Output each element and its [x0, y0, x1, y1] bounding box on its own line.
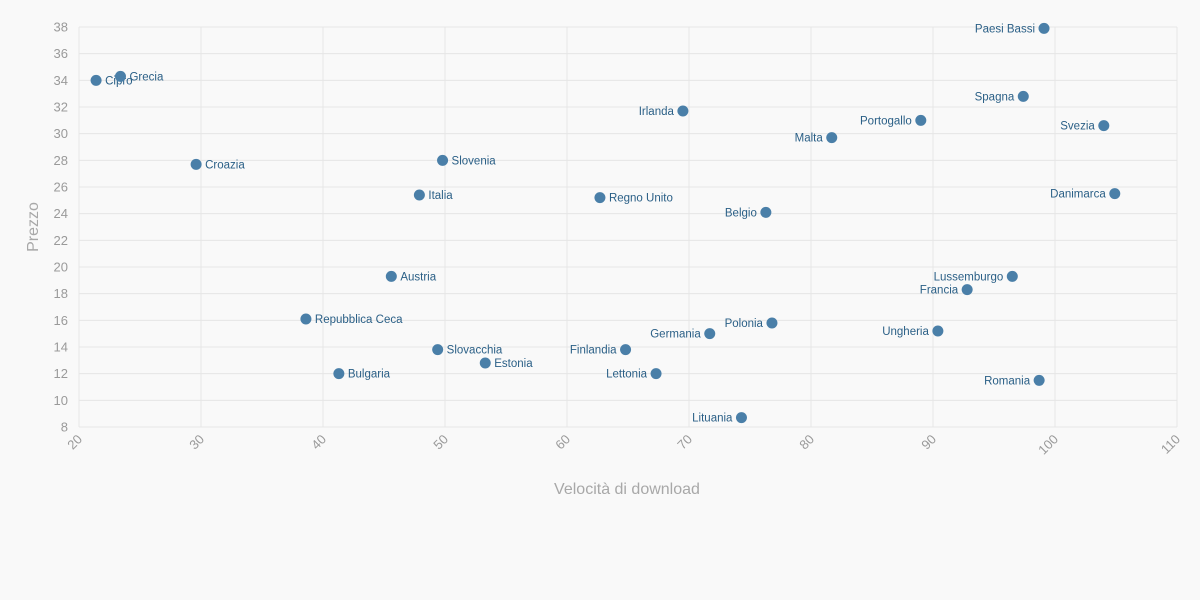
- x-tick-label: 110: [1158, 432, 1183, 457]
- y-tick-label: 36: [54, 46, 68, 61]
- y-tick-label: 8: [61, 420, 68, 435]
- data-point-label: Italia: [428, 190, 453, 202]
- data-point[interactable]: [704, 328, 716, 340]
- x-tick-label: 90: [918, 432, 939, 453]
- y-tick-label: 24: [54, 206, 68, 221]
- data-point[interactable]: [594, 192, 606, 204]
- x-tick-label: 30: [186, 432, 207, 453]
- data-point-label: Finlandia: [570, 345, 617, 357]
- data-point-label: Irlanda: [639, 106, 675, 118]
- data-point-label: Repubblica Ceca: [315, 314, 403, 326]
- data-point[interactable]: [766, 317, 778, 329]
- data-point-label: Francia: [920, 285, 959, 297]
- x-axis-title: Velocità di download: [554, 481, 700, 498]
- data-point[interactable]: [190, 158, 202, 170]
- data-point[interactable]: [437, 154, 449, 166]
- y-tick-label: 32: [54, 100, 68, 115]
- data-point[interactable]: [1006, 270, 1018, 282]
- data-point[interactable]: [90, 74, 102, 86]
- y-tick-label: 28: [54, 153, 68, 168]
- data-point-label: Estonia: [494, 358, 533, 370]
- axis-layer: 8 10 12 14 16 18 20 22 24 26 28 30 32 34 36 38 20 30 40 50 6…: [54, 20, 1184, 458]
- x-tick-label: 40: [308, 432, 329, 453]
- data-point[interactable]: [432, 344, 444, 356]
- data-point[interactable]: [413, 189, 425, 201]
- data-point[interactable]: [114, 70, 126, 82]
- data-point[interactable]: [385, 270, 397, 282]
- data-point[interactable]: [650, 368, 662, 380]
- data-point-label: Malta: [795, 133, 824, 145]
- data-point-label: Slovacchia: [447, 345, 503, 357]
- data-point[interactable]: [1098, 120, 1110, 132]
- data-point-label: Belgio: [725, 207, 757, 219]
- data-point-label: Svezia: [1060, 121, 1095, 133]
- y-tick-label: 22: [54, 233, 68, 248]
- data-point[interactable]: [932, 325, 944, 337]
- data-point-label: Croazia: [205, 159, 245, 171]
- data-point-label: Spagna: [975, 91, 1015, 103]
- data-point[interactable]: [677, 105, 689, 117]
- data-point-label: Lettonia: [606, 369, 648, 381]
- data-point[interactable]: [1033, 374, 1045, 386]
- x-tick-label: 100: [1035, 432, 1061, 458]
- y-tick-label: 14: [54, 340, 68, 355]
- y-tick-label: 10: [54, 393, 68, 408]
- data-point-label: Regno Unito: [609, 193, 673, 205]
- point-layer: Paesi BassiCiproGreciaSpagnaIrlandaPorto…: [90, 22, 1121, 425]
- data-point[interactable]: [620, 344, 632, 356]
- y-tick-label: 12: [54, 366, 68, 381]
- data-point-label: Ungheria: [882, 326, 929, 338]
- data-point[interactable]: [300, 313, 312, 325]
- x-tick-label: 70: [674, 432, 695, 453]
- data-point-label: Lussemburgo: [934, 271, 1004, 283]
- data-point[interactable]: [1109, 188, 1121, 200]
- data-point-label: Paesi Bassi: [975, 23, 1035, 35]
- x-tick-label: 60: [552, 432, 573, 453]
- data-point-label: Austria: [400, 271, 436, 283]
- x-tick-label: 50: [430, 432, 451, 453]
- data-point[interactable]: [735, 412, 747, 424]
- data-point[interactable]: [915, 114, 927, 126]
- data-point[interactable]: [1038, 22, 1050, 34]
- data-point[interactable]: [479, 357, 491, 369]
- data-point-label: Polonia: [725, 318, 764, 330]
- data-point-label: Slovenia: [452, 155, 497, 167]
- y-tick-label: 26: [54, 180, 68, 195]
- x-tick-label: 20: [64, 432, 85, 453]
- data-point-label: Lituania: [692, 413, 733, 425]
- data-point-label: Romania: [984, 375, 1031, 387]
- y-tick-label: 34: [54, 73, 68, 88]
- y-tick-label: 18: [54, 286, 68, 301]
- data-point-label: Portogallo: [860, 115, 912, 127]
- data-point[interactable]: [760, 206, 772, 218]
- data-point-label: Grecia: [129, 71, 163, 83]
- y-tick-label: 30: [54, 126, 68, 141]
- data-point-label: Danimarca: [1050, 189, 1106, 201]
- grid-layer: [78, 26, 1178, 428]
- y-axis-title: Prezzo: [25, 202, 42, 252]
- y-tick-label: 20: [54, 260, 68, 275]
- data-point[interactable]: [961, 284, 973, 296]
- x-tick-label: 80: [796, 432, 817, 453]
- data-point[interactable]: [826, 132, 838, 144]
- y-tick-label: 16: [54, 313, 68, 328]
- data-point-label: Germania: [650, 329, 701, 341]
- data-point[interactable]: [333, 368, 345, 380]
- data-point-label: Bulgaria: [348, 369, 391, 381]
- y-tick-label: 38: [54, 20, 68, 35]
- data-point[interactable]: [1017, 90, 1029, 102]
